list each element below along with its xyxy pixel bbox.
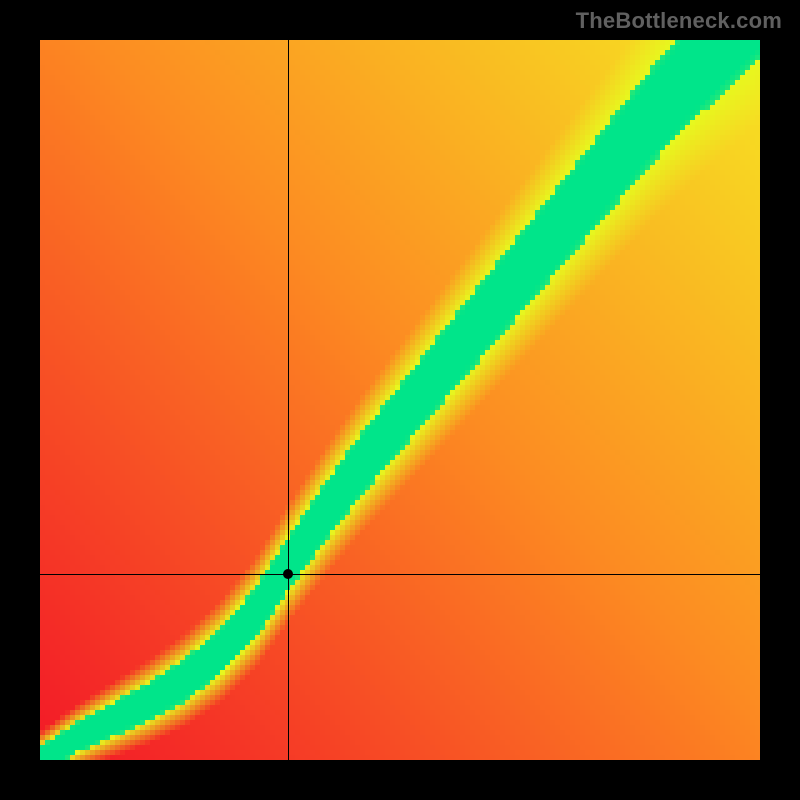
crosshair-horizontal <box>40 574 760 575</box>
chart-container: TheBottleneck.com <box>0 0 800 800</box>
crosshair-point <box>283 569 293 579</box>
watermark-text: TheBottleneck.com <box>576 8 782 34</box>
plot-area <box>40 40 760 760</box>
crosshair-vertical <box>288 40 289 760</box>
heatmap-canvas <box>40 40 760 760</box>
